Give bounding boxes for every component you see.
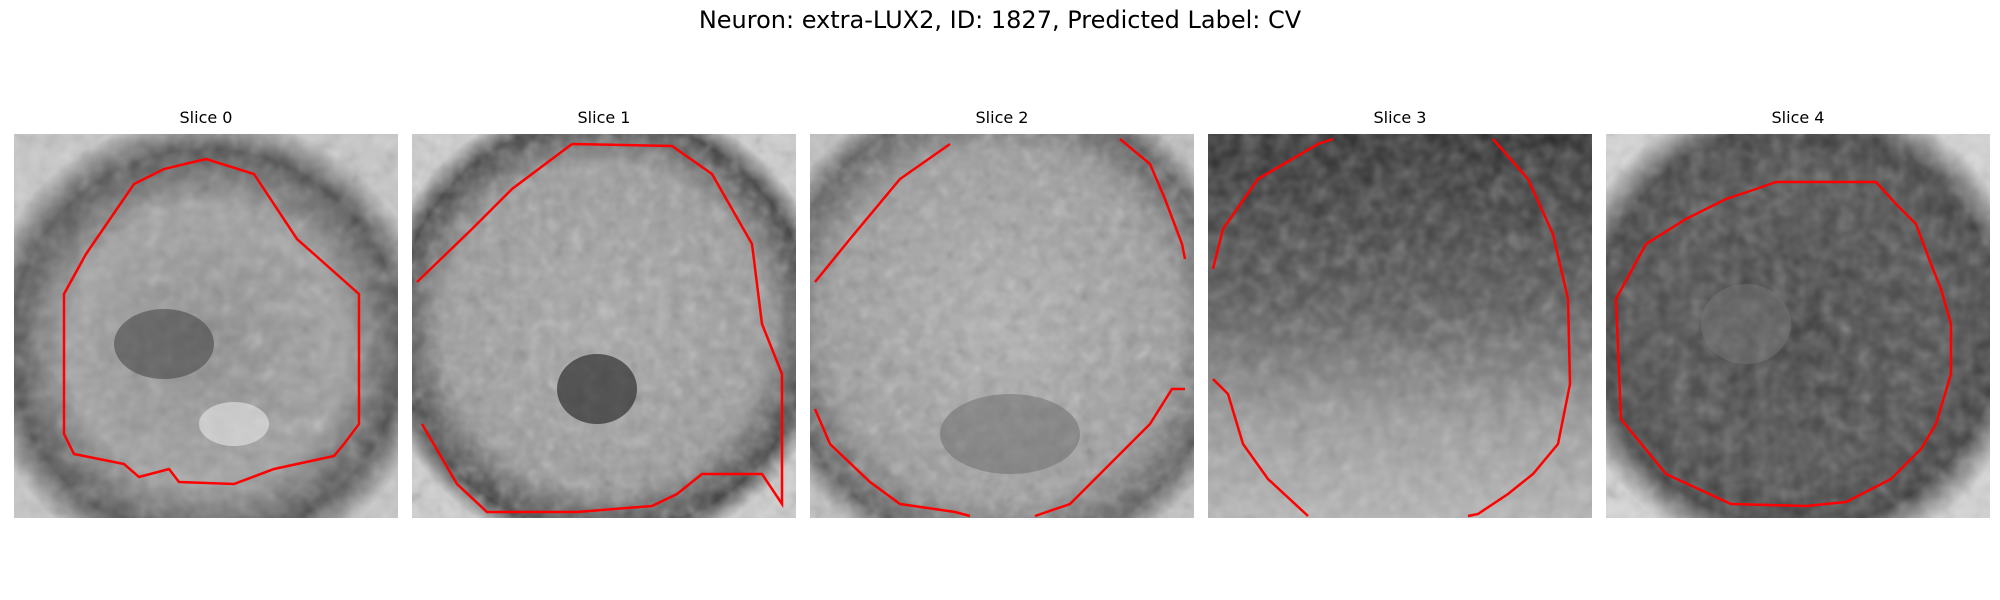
contour-line (62, 157, 361, 486)
slice-image (14, 134, 398, 518)
contour-line (1119, 138, 1187, 260)
contour-line (1212, 378, 1309, 517)
slice-title: Slice 0 (179, 108, 233, 127)
slice-image (412, 134, 796, 518)
slice-title: Slice 2 (975, 108, 1029, 127)
slice-title: Slice 3 (1373, 108, 1427, 127)
contour-line (813, 408, 971, 518)
slice-title: Slice 1 (577, 108, 631, 127)
slice-title: Slice 4 (1771, 108, 1825, 127)
slice-image (810, 134, 1194, 518)
contour-line (416, 143, 573, 283)
contour-line (420, 142, 784, 514)
figure-title: Neuron: extra-LUX2, ID: 1827, Predicted … (698, 6, 1302, 34)
contour-line (1467, 138, 1572, 518)
slice-image (1208, 134, 1592, 518)
contour-line (814, 142, 951, 283)
contour-line (1211, 137, 1334, 270)
contour-line (1614, 180, 1953, 508)
slice-image (1606, 134, 1990, 518)
contour-line (1034, 387, 1185, 518)
